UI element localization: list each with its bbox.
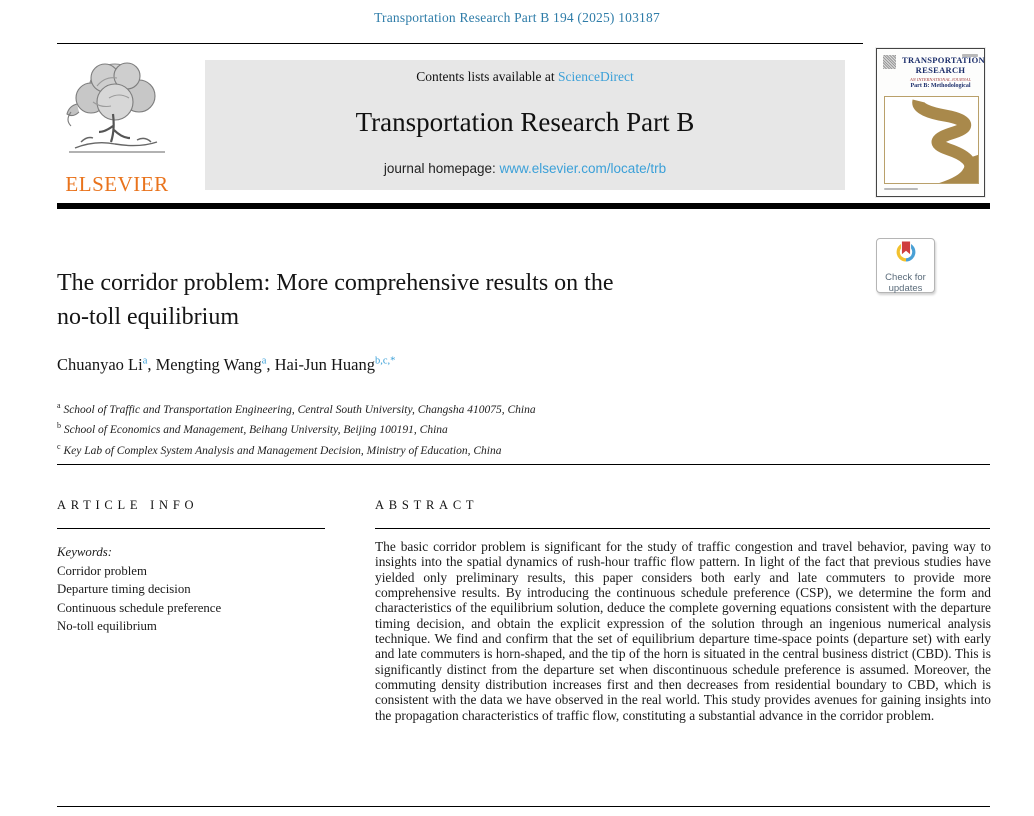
author: Hai-Jun Huangb,c,* [274, 355, 396, 374]
journal-citation: Transportation Research Part B 194 (2025… [374, 10, 660, 25]
footer-rule [57, 806, 990, 807]
homepage-link[interactable]: www.elsevier.com/locate/trb [499, 161, 667, 176]
affiliation: c Key Lab of Complex System Analysis and… [57, 441, 502, 457]
check-for-updates-badge[interactable]: Check for updates [876, 238, 935, 293]
cover-part-line: Part B: Methodological [910, 82, 971, 89]
cover-fineprint-top [962, 54, 978, 57]
cover-title: TRANSPORTATION RESEARCH [902, 55, 985, 75]
crossmark-label: Check for updates [877, 272, 934, 294]
abstract-text: The basic corridor problem is significan… [375, 539, 991, 723]
contents-line: Contents lists available at ScienceDirec… [205, 69, 845, 85]
affiliation-list: a School of Traffic and Transportation E… [57, 398, 536, 459]
section-divider-rule [57, 464, 990, 465]
crossmark-icon [896, 240, 915, 262]
cover-road-art [884, 96, 979, 202]
cover-title-line2: RESEARCH [915, 64, 966, 75]
article-info-rule [57, 528, 325, 529]
cover-subtitle: AN INTERNATIONAL JOURNAL [909, 76, 971, 82]
homepage-prefix: journal homepage: [383, 161, 500, 176]
cover-title-line1: TRANSPORTATION [902, 55, 985, 65]
elsevier-wordmark: ELSEVIER [65, 172, 169, 196]
keywords-label: Keywords: [57, 545, 112, 559]
journal-cover-thumbnail[interactable]: TRANSPORTATION RESEARCH AN INTERNATIONAL… [876, 48, 985, 202]
header-thick-rule [57, 203, 990, 209]
crossmark-label-line2: updates [888, 282, 923, 294]
author-affil-sup: b,c,* [374, 355, 396, 367]
affiliation: b School of Economics and Management, Be… [57, 421, 448, 437]
keyword-item: Departure timing decision [57, 582, 191, 596]
keywords-block: Keywords: Corridor problem Departure tim… [57, 543, 337, 636]
paper-title-line2: no-toll equilibrium [57, 304, 239, 330]
crossmark-label-line1: Check for [885, 272, 926, 283]
abstract-rule [375, 528, 990, 529]
keyword-item: Continuous schedule preference [57, 600, 222, 615]
header-top-rule [57, 43, 863, 44]
contents-prefix: Contents lists available at [416, 69, 558, 84]
homepage-line: journal homepage: www.elsevier.com/locat… [205, 161, 845, 176]
road-curve [911, 99, 977, 202]
author-list: Chuanyao Lia, Mengting Wanga, Hai-Jun Hu… [57, 355, 395, 375]
article-info-heading: ARTICLE INFO [57, 498, 199, 512]
keyword-item: Corridor problem [57, 563, 147, 578]
affiliation: a School of Traffic and Transportation E… [57, 401, 536, 416]
cover-fineprint-bottom [884, 188, 918, 190]
journal-title: Transportation Research Part B [355, 107, 695, 137]
elsevier-tree-icon [66, 62, 165, 153]
paper-title-line1: The corridor problem: More comprehensive… [57, 270, 614, 296]
keyword-item: No-toll equilibrium [57, 619, 157, 633]
author-affil-sup: a [142, 355, 148, 367]
sciencedirect-link[interactable]: ScienceDirect [558, 69, 634, 84]
cover-tree-icon [883, 55, 896, 69]
journal-banner: Contents lists available at ScienceDirec… [205, 60, 845, 190]
author: Mengting Wanga, [155, 355, 275, 374]
elsevier-logo: ELSEVIER [57, 52, 177, 197]
abstract-heading: ABSTRACT [375, 498, 479, 512]
author: Chuanyao Lia, [57, 355, 156, 374]
author-affil-sup: a [261, 355, 267, 367]
paper-title: The corridor problem: More comprehensive… [57, 266, 817, 334]
